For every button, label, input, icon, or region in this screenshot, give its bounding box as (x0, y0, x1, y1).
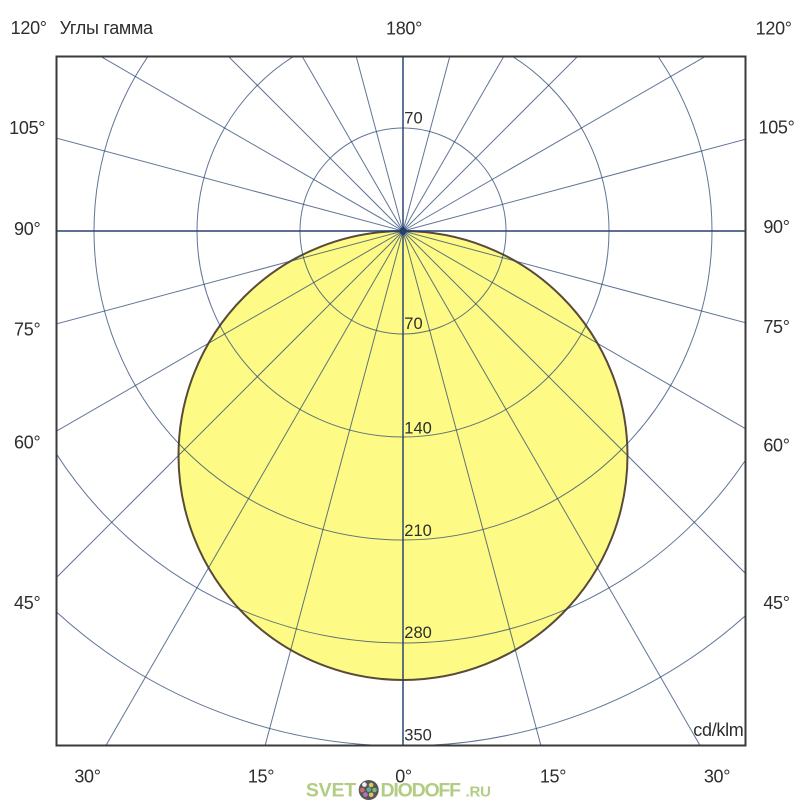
svg-text:SVET: SVET (306, 780, 356, 801)
svg-text:70: 70 (404, 315, 422, 333)
svg-text:0°: 0° (395, 767, 412, 787)
svg-text:15°: 15° (540, 767, 566, 787)
svg-text:90°: 90° (763, 217, 789, 237)
svg-text:60°: 60° (14, 433, 40, 453)
svg-text:15°: 15° (248, 767, 274, 787)
svg-text:75°: 75° (763, 317, 789, 337)
svg-text:350: 350 (404, 727, 432, 745)
svg-text:DIODOFF: DIODOFF (381, 780, 462, 801)
svg-text:210: 210 (404, 522, 432, 540)
svg-text:.RU: .RU (466, 784, 491, 801)
svg-text:30°: 30° (74, 767, 100, 787)
svg-text:120°: 120° (11, 18, 47, 38)
svg-text:105°: 105° (9, 118, 45, 138)
svg-text:45°: 45° (14, 593, 40, 613)
svg-text:180°: 180° (386, 19, 422, 39)
svg-text:120°: 120° (756, 19, 792, 39)
svg-text:cd/klm: cd/klm (693, 720, 743, 740)
svg-text:140: 140 (404, 420, 432, 438)
svg-text:280: 280 (404, 624, 432, 642)
svg-text:70: 70 (404, 110, 422, 128)
svg-text:Углы гамма: Углы гамма (60, 18, 154, 38)
svg-text:45°: 45° (763, 593, 789, 613)
svg-text:75°: 75° (14, 320, 40, 340)
svg-text:60°: 60° (763, 436, 789, 456)
svg-text:30°: 30° (704, 767, 730, 787)
svg-text:90°: 90° (14, 219, 40, 239)
svg-text:105°: 105° (758, 118, 794, 138)
